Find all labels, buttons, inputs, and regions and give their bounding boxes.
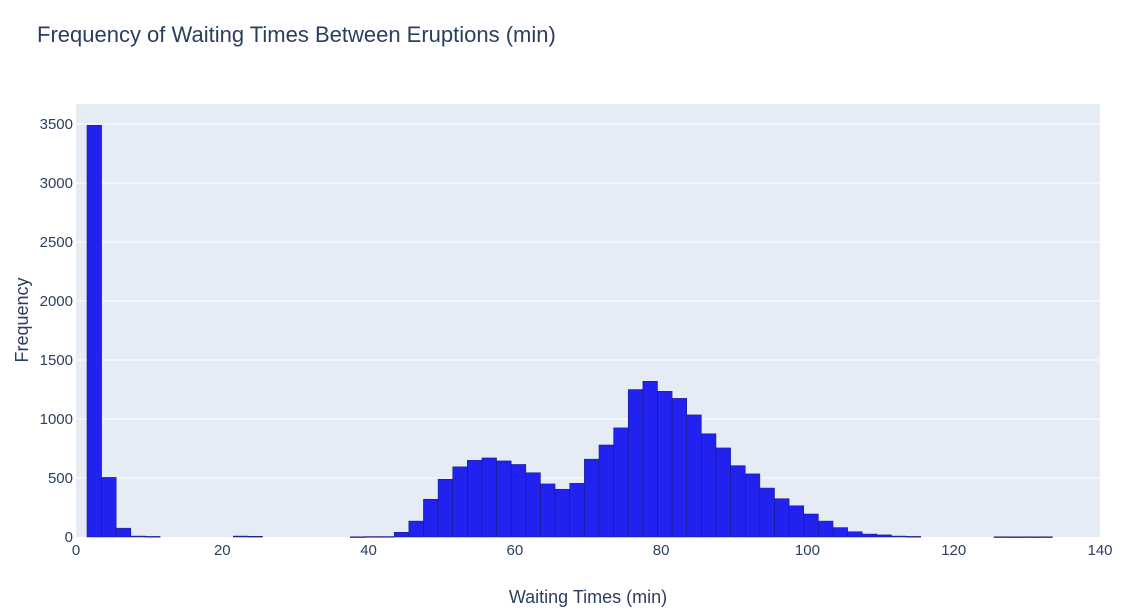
- histogram-bar: [408, 520, 424, 538]
- x-tick-label: 40: [360, 542, 377, 559]
- histogram-bar: [745, 473, 761, 538]
- x-tick-label: 120: [941, 542, 966, 559]
- histogram-bar: [803, 513, 819, 538]
- histogram-bar: [627, 389, 644, 538]
- histogram-bar: [598, 444, 614, 538]
- histogram-bar: [759, 487, 775, 538]
- histogram-bar: [569, 483, 585, 538]
- histogram-bar: [525, 472, 541, 538]
- histogram-bar: [774, 498, 790, 538]
- histogram-bar: [847, 531, 863, 538]
- histogram-bar: [701, 433, 717, 538]
- histogram-bar: [540, 483, 556, 538]
- histogram-bar: [1008, 536, 1024, 538]
- x-tick-label: 100: [795, 542, 820, 559]
- histogram-bar: [671, 398, 687, 538]
- histogram-bar: [788, 505, 805, 538]
- x-tick-label: 0: [72, 542, 80, 559]
- histogram-bar: [145, 536, 161, 538]
- x-axis-ticks: 0 20 40 60 80 100 120 140: [72, 542, 1113, 559]
- y-tick-label: 0: [65, 529, 73, 546]
- histogram-bar: [818, 520, 834, 538]
- histogram-bar: [379, 536, 395, 538]
- y-tick-label: 3000: [40, 175, 73, 192]
- histogram-bar: [233, 535, 249, 538]
- histogram-bar: [993, 536, 1009, 538]
- histogram-bar: [247, 536, 263, 538]
- y-tick-label: 1000: [40, 411, 73, 428]
- histogram-bar: [1022, 536, 1039, 538]
- y-tick-label: 1500: [40, 352, 73, 369]
- histogram-bar: [1037, 536, 1053, 538]
- histogram-bar: [364, 536, 380, 538]
- histogram-bar: [686, 414, 702, 538]
- histogram-bar: [481, 457, 497, 538]
- histogram-bar: [832, 527, 848, 538]
- histogram-bar: [510, 464, 527, 538]
- histogram-bar: [554, 488, 570, 538]
- histogram-bar: [452, 466, 468, 538]
- histogram-bar: [613, 427, 629, 538]
- x-tick-label: 140: [1087, 542, 1112, 559]
- histogram-bar: [657, 391, 673, 538]
- histogram-bar: [86, 124, 102, 538]
- histogram-bar: [876, 534, 892, 538]
- gridlines: [76, 123, 1100, 479]
- y-tick-label: 2500: [40, 234, 73, 251]
- chart-title: Frequency of Waiting Times Between Erupt…: [37, 22, 556, 47]
- y-axis-ticks: 0 500 1000 1500 2000 2500 3000 3500: [40, 116, 73, 546]
- histogram-bar: [393, 532, 410, 538]
- y-tick-label: 500: [48, 470, 73, 487]
- x-tick-label: 60: [507, 542, 524, 559]
- histogram-bar: [467, 460, 483, 538]
- histogram-bar: [423, 498, 439, 538]
- histogram-bar: [130, 535, 146, 538]
- x-axis-title: Waiting Times (min): [509, 587, 667, 607]
- x-tick-label: 20: [214, 542, 231, 559]
- histogram-bar: [715, 447, 731, 538]
- histogram-bar: [642, 381, 658, 538]
- x-tick-label: 80: [653, 542, 670, 559]
- histogram-bar: [730, 465, 746, 538]
- histogram-bar: [584, 458, 600, 538]
- histogram-bar: [496, 460, 512, 538]
- bars: [86, 124, 1053, 538]
- histogram-bar: [891, 535, 907, 538]
- histogram-bar: [350, 536, 366, 538]
- histogram-bar: [862, 533, 878, 538]
- histogram-bar: [101, 477, 117, 538]
- y-tick-label: 3500: [40, 116, 73, 133]
- histogram-bar: [437, 478, 453, 538]
- histogram-bar: [115, 527, 132, 538]
- y-tick-label: 2000: [40, 293, 73, 310]
- y-axis-title: Frequency: [12, 277, 32, 362]
- histogram-bar: [905, 536, 922, 538]
